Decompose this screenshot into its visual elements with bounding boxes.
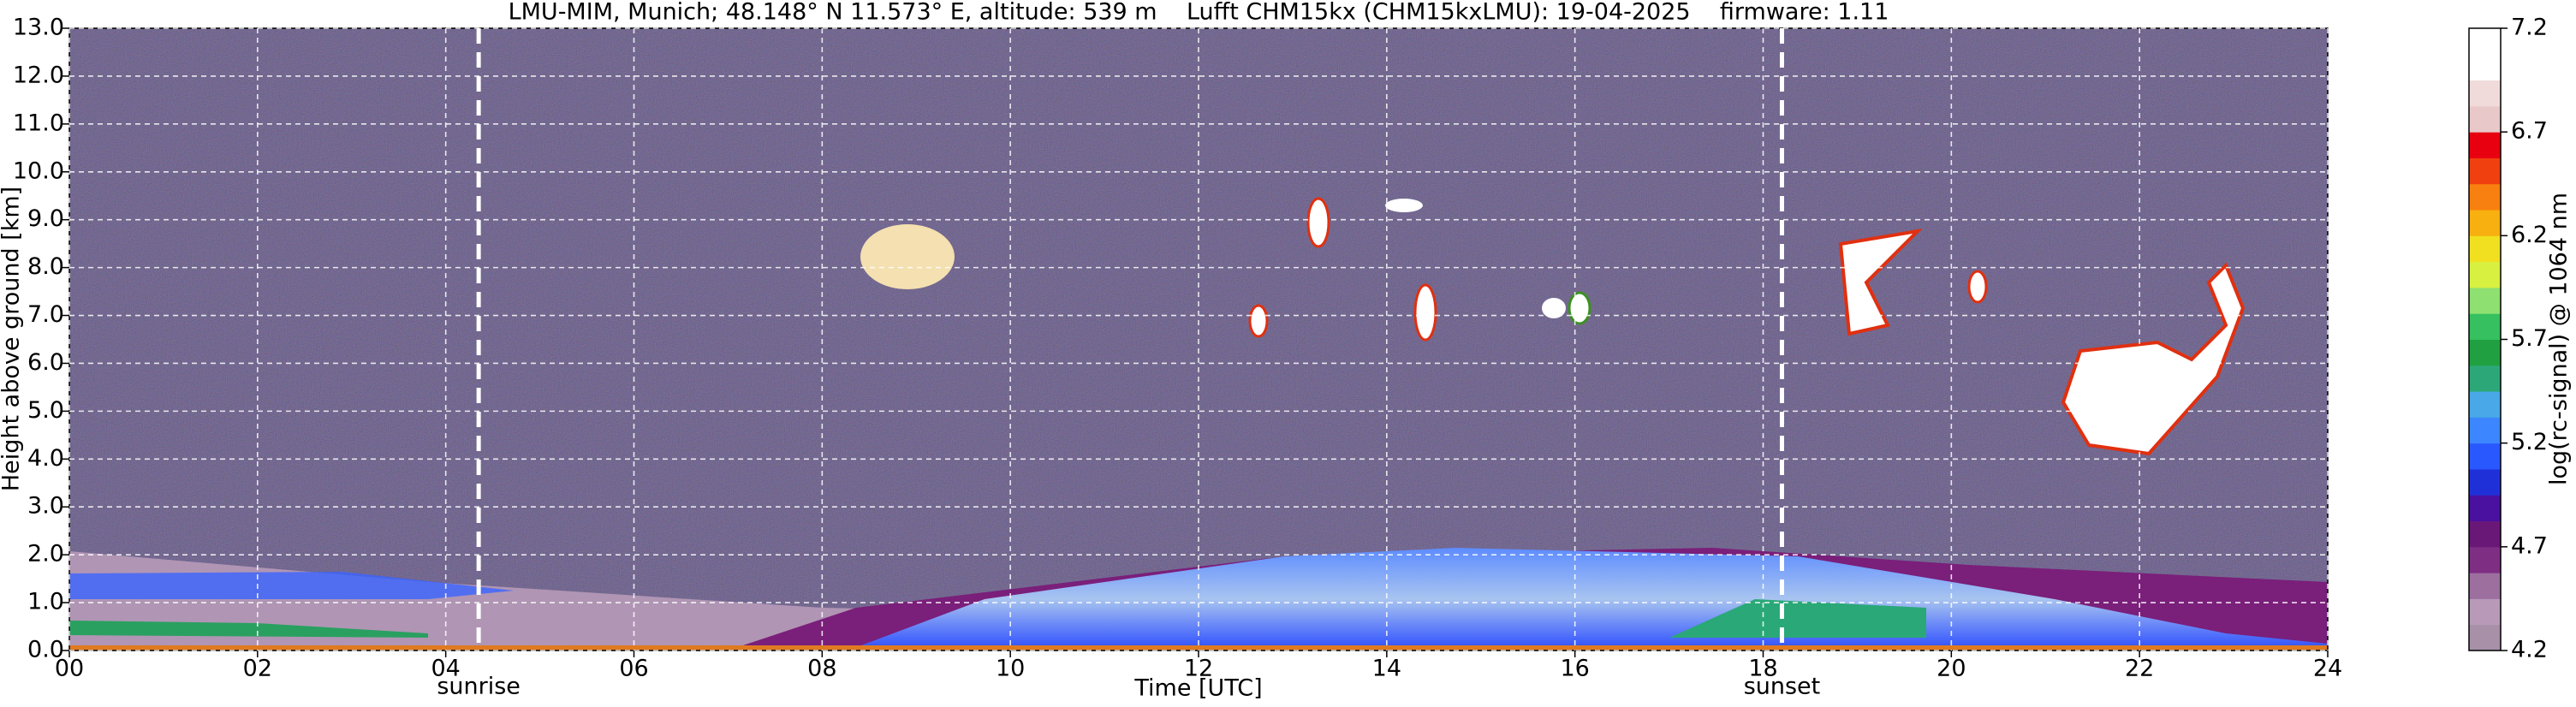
- y-tick-label: 12.0: [13, 62, 64, 88]
- colorbar-segment: [2469, 28, 2501, 55]
- colorbar-segment: [2469, 105, 2501, 133]
- y-tick-label: 2.0: [27, 541, 64, 567]
- x-tick-label: 22: [2125, 656, 2154, 682]
- colorbar-segment: [2469, 54, 2501, 81]
- x-tick-label: 02: [243, 656, 272, 682]
- colorbar-segment: [2469, 313, 2501, 340]
- colorbar-segment: [2469, 417, 2501, 444]
- colorbar-segment: [2469, 183, 2501, 211]
- x-axis-label: Time [UTC]: [1133, 675, 1262, 702]
- colorbar-segment: [2469, 339, 2501, 366]
- colorbar-segment: [2469, 598, 2501, 626]
- y-tick-label: 1.0: [27, 589, 64, 615]
- colorbar-segment: [2469, 210, 2501, 236]
- annotation-label: sunrise: [437, 674, 521, 700]
- colorbar-segment: [2469, 468, 2501, 496]
- y-tick-label: 10.0: [13, 157, 64, 184]
- colorbar-segment: [2469, 80, 2501, 107]
- colorbar-segment: [2469, 495, 2501, 522]
- x-tick-label: 10: [996, 656, 1025, 682]
- colorbar-segment: [2469, 546, 2501, 573]
- y-tick-label: 6.0: [27, 349, 64, 376]
- colorbar-segment: [2469, 287, 2501, 314]
- y-axis-label: Height above ground [km]: [0, 187, 25, 491]
- y-tick-label: 3.0: [27, 493, 64, 520]
- colorbar-tick-label: 7.2: [2511, 15, 2548, 41]
- colorbar-segment: [2469, 573, 2501, 599]
- colorbar-segment: [2469, 157, 2501, 185]
- colorbar-tick-label: 4.2: [2511, 637, 2548, 663]
- y-tick-label: 0.0: [27, 637, 64, 663]
- x-tick-label: 00: [55, 656, 84, 682]
- y-tick-label: 9.0: [27, 205, 64, 232]
- y-tick-label: 8.0: [27, 253, 64, 280]
- colorbar-segment: [2469, 235, 2501, 263]
- colorbar-tick-label: 4.7: [2511, 532, 2548, 559]
- x-tick-label: 14: [1372, 656, 1401, 682]
- colorbar-segment: [2469, 443, 2501, 470]
- x-tick-label: 06: [619, 656, 648, 682]
- y-tick-label: 4.0: [27, 445, 64, 472]
- x-tick-label: 08: [807, 656, 836, 682]
- colorbar-tick-label: 6.7: [2511, 118, 2548, 145]
- colorbar-segment: [2469, 624, 2501, 651]
- y-tick-label: 13.0: [13, 15, 64, 41]
- colorbar-tick-label: 6.2: [2511, 222, 2548, 248]
- x-tick-label: 04: [431, 656, 460, 682]
- x-tick-label: 16: [1560, 656, 1589, 682]
- x-tick-label: 20: [1936, 656, 1966, 682]
- y-tick-label: 11.0: [13, 110, 64, 136]
- x-tick-label: 18: [1748, 656, 1777, 682]
- y-tick-label: 5.0: [27, 397, 64, 424]
- colorbar-segment: [2469, 365, 2501, 392]
- x-tick-label: 24: [2313, 656, 2342, 682]
- colorbar-tick-label: 5.7: [2511, 325, 2548, 352]
- y-tick-label: 7.0: [27, 301, 64, 328]
- colorbar-segment: [2469, 391, 2501, 418]
- x-tick-label: 12: [1184, 656, 1213, 682]
- annotation-label: sunset: [1744, 674, 1821, 700]
- colorbar-segment: [2469, 132, 2501, 158]
- colorbar-label: log(rc-signal) @ 1064 nm: [2546, 193, 2573, 485]
- colorbar-segment: [2469, 261, 2501, 288]
- chart-title: LMU-MIM, Munich; 48.148° N 11.573° E, al…: [509, 0, 1889, 26]
- colorbar-segment: [2469, 520, 2501, 548]
- colorbar-tick-label: 5.2: [2511, 429, 2548, 455]
